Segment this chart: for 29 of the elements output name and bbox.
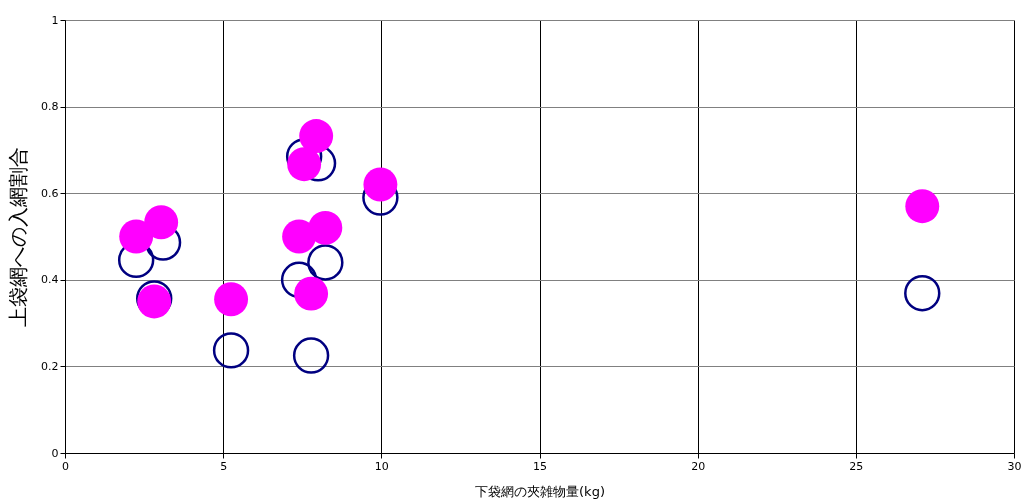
point (144, 205, 179, 240)
y-tick-label: 0.4 (41, 273, 59, 287)
x-axis-title: 下袋網の夾雑物量(kg) (475, 483, 605, 499)
point (905, 189, 940, 224)
x-tick-label: 15 (533, 459, 547, 473)
y-axis-title: 上袋網への入網割合 (6, 147, 31, 327)
point (363, 167, 398, 202)
point (294, 276, 329, 311)
y-tick-label: 0.8 (41, 100, 59, 114)
point (904, 275, 941, 312)
point (308, 210, 343, 245)
x-tick-label: 20 (691, 459, 706, 473)
x-tick-label: 30 (1007, 459, 1022, 473)
y-tick-label: 0 (51, 446, 59, 460)
point (299, 119, 334, 153)
point (214, 282, 249, 317)
x-tick-label: 0 (62, 459, 69, 473)
y-tick-label: 0.2 (41, 359, 59, 373)
y-tick-label: 1 (51, 13, 59, 27)
point (287, 147, 322, 182)
point (292, 337, 330, 374)
point (119, 219, 154, 254)
x-tick-label: 25 (849, 459, 864, 473)
point (307, 244, 344, 281)
point (282, 219, 317, 254)
point (212, 332, 250, 369)
y-tick-label: 0.6 (41, 186, 59, 200)
x-tick-label: 5 (220, 459, 228, 473)
x-tick-label: 10 (374, 459, 389, 473)
